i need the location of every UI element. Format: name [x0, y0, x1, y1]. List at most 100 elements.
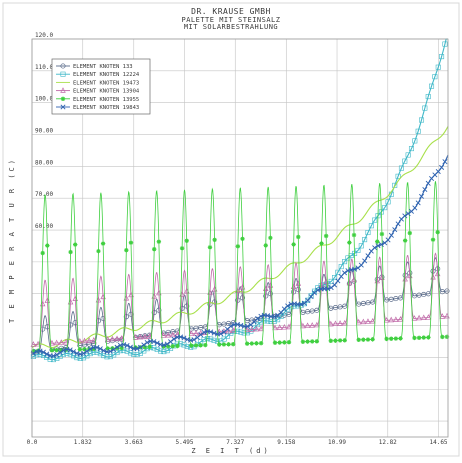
series-5-point — [105, 346, 110, 351]
series-5-point — [258, 340, 264, 346]
series-5-point — [407, 230, 413, 236]
series-4-point — [258, 325, 264, 332]
series-6-point — [181, 335, 187, 341]
series-4-point — [393, 316, 399, 322]
series-5-point — [54, 347, 59, 353]
series-5-point — [184, 238, 189, 243]
series-2-point — [261, 318, 267, 324]
series-5-point — [203, 342, 208, 348]
x-tick-label: 9.158 — [277, 439, 295, 446]
x-tick-label: 7.327 — [226, 439, 244, 446]
series-5-point — [198, 343, 203, 348]
series-5-point — [375, 239, 380, 244]
series-4-point — [355, 318, 362, 325]
series-4-point — [160, 332, 167, 338]
series-2-point — [342, 259, 348, 265]
x-axis-label: Z E I T (d) — [191, 447, 270, 455]
series-line-4 — [31, 252, 449, 346]
series-5-point — [296, 234, 301, 240]
series-4-point — [253, 325, 260, 332]
series-5-point — [217, 342, 222, 347]
series-5-point — [333, 338, 338, 343]
series-6-point — [168, 339, 174, 345]
series-6-point — [191, 337, 197, 343]
series-4-point — [188, 330, 195, 336]
x-tick-label: 14.65 — [429, 439, 447, 446]
series-5-point — [82, 347, 87, 352]
series-2-point — [439, 54, 445, 60]
series-5-point — [328, 338, 334, 343]
series-4-point — [193, 330, 199, 336]
series-5-point — [119, 345, 124, 351]
y-tick-label: 70.00 — [35, 191, 53, 198]
series-2-point — [87, 351, 93, 357]
legend-label: ELEMENT KNOTEN 13955 — [73, 97, 139, 103]
series-6-point — [137, 344, 143, 350]
series-6-point — [415, 200, 421, 206]
series-4-point — [332, 320, 339, 327]
series-5-point — [249, 341, 255, 346]
series-5-point — [402, 238, 408, 243]
series-6-point — [218, 331, 224, 337]
series-6-point — [144, 339, 150, 346]
series-6-point — [335, 278, 341, 284]
series-2-point — [338, 264, 344, 270]
series-5-point — [370, 337, 375, 342]
series-2-point — [425, 94, 431, 100]
series-5-point — [59, 347, 64, 353]
series-5-point — [337, 338, 343, 343]
series-1-point — [123, 314, 129, 320]
series-1-point — [342, 303, 348, 309]
legend-marker — [60, 63, 66, 69]
series-1-point — [151, 310, 157, 316]
legend-item: ELEMENT KNOTEN 13955 — [56, 96, 139, 103]
series-5-point — [435, 229, 440, 235]
series-5-point — [444, 334, 450, 340]
series-6-point — [332, 282, 338, 288]
series-2-point — [124, 348, 130, 354]
series-5-point — [342, 338, 347, 343]
series-6-point — [388, 232, 394, 238]
series-6-point — [94, 344, 100, 350]
series-5-point — [31, 348, 36, 354]
series-4-point — [388, 316, 394, 323]
series-5-point — [319, 241, 324, 246]
legend-marker — [60, 87, 66, 93]
legend-box — [51, 58, 151, 115]
series-4-point — [272, 324, 278, 331]
series-2-point — [308, 293, 314, 299]
series-6-point — [358, 262, 364, 268]
series-2-point — [335, 269, 341, 275]
series-6-point — [84, 348, 90, 354]
series-2-point — [158, 348, 164, 354]
series-5-point — [235, 244, 241, 249]
series-5-point — [207, 245, 213, 250]
series-4-point — [439, 313, 446, 319]
series-2-point — [398, 165, 404, 171]
series-5-point — [440, 334, 445, 340]
series-5-point — [244, 341, 250, 346]
series-6-point — [439, 164, 445, 170]
series-5-point — [91, 346, 97, 352]
series-4-point — [86, 337, 92, 343]
series-5-point — [40, 250, 45, 256]
x-tick-label: 0.0 — [27, 439, 38, 446]
series-2-point — [104, 354, 110, 360]
series-4-point — [420, 314, 427, 320]
series-5-point — [240, 236, 245, 242]
series-2-point — [355, 247, 361, 253]
series-2-point — [385, 199, 391, 205]
series-6-point — [198, 332, 204, 338]
legend-item: ELEMENT KNOTEN 12224 — [56, 71, 140, 78]
series-6-point — [412, 205, 418, 211]
series-5-point — [323, 233, 329, 239]
series-5-point — [286, 340, 292, 345]
series-5-point — [170, 344, 176, 349]
series-5-point — [305, 339, 310, 344]
series-2-point — [71, 353, 77, 359]
series-6-point — [385, 237, 391, 243]
series-6-point — [114, 344, 120, 350]
series-2-point — [74, 355, 80, 361]
series-6-point — [127, 344, 133, 350]
series-5-point — [165, 344, 171, 349]
